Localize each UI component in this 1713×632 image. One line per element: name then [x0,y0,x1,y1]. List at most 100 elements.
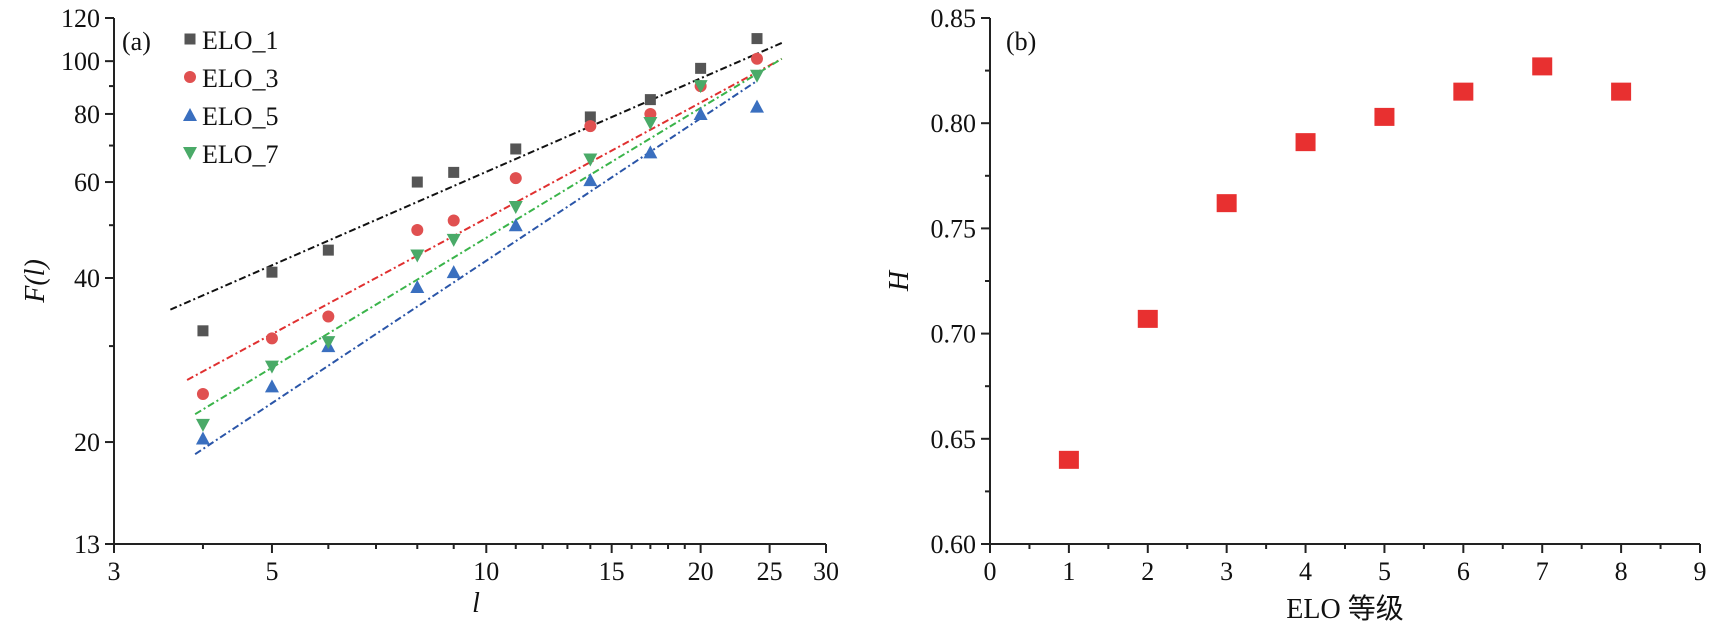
a-x-tick-label: 25 [757,557,783,586]
b-data-point [1058,450,1079,469]
a-data-point [265,332,278,345]
b-data-point [1611,82,1632,101]
b-x-axis-title: ELO 等级 [1286,593,1403,625]
a-data-point [197,325,209,337]
panel-a-log-log-plot: 3 5 10 15 20 25 30 13 20 40 60 80 100 120 l F(l) (a) ELO_… [20,4,839,619]
a-data-point [446,233,461,247]
a-data-point [411,223,424,236]
a-legend-label: ELO_3 [202,64,279,93]
b-panel-label: (b) [1006,27,1036,56]
b-y-axis-title-group: H [884,269,915,292]
b-data-point [1295,133,1316,152]
a-series-elo-3 [196,52,764,401]
a-data-point [695,62,707,74]
b-data-point [1216,194,1237,213]
a-y-axis-title-group: F(l) [20,259,51,304]
a-data-point [751,52,764,65]
a-data-point [195,418,210,432]
a-x-tick-label: 5 [265,557,278,586]
a-data-point [447,214,460,227]
b-data-point [1374,107,1395,126]
a-legend: ELO_1 ELO_3 ELO_5 ELO_7 [183,26,279,169]
b-y-tick-label: 0.60 [931,530,977,559]
a-data-point [411,176,423,188]
panel-b-hurst-exponent-plot: 0 1 2 3 4 5 6 7 8 9 0.60 0.65 0.70 0.75 0.80 0.85 ELO 等级… [884,4,1707,625]
a-data-point [508,218,523,232]
a-data-point [693,106,708,120]
b-x-tick-label: 8 [1615,557,1628,586]
a-x-tick-label: 3 [108,557,121,586]
a-series-elo-7 [195,69,765,432]
a-legend-label: ELO_1 [202,26,279,55]
a-y-tick-label: 100 [61,47,100,76]
a-x-axis-title: l [472,588,480,619]
b-y-tick-label: 0.65 [931,425,977,454]
a-panel-label: (a) [122,27,151,56]
a-data-point [643,145,658,159]
b-x-tick-label: 6 [1457,557,1470,586]
a-legend-marker [184,33,196,45]
b-x-tick-label: 3 [1220,557,1233,586]
b-x-tick-label: 0 [984,557,997,586]
a-y-tick-label: 120 [61,4,100,33]
a-legend-label: ELO_5 [202,102,279,131]
a-data-point [448,166,460,178]
a-data-point [322,310,335,323]
a-fit-line-elo-5 [194,80,758,456]
b-x-tick-label: 9 [1694,557,1707,586]
a-x-tick-label: 15 [599,557,625,586]
a-series-elo-5 [195,99,765,445]
a-y-axis-title: F(l) [20,259,51,304]
b-x-tick-label: 4 [1299,557,1312,586]
b-y-tick-label: 0.70 [931,320,977,349]
a-y-tick-label: 60 [74,168,100,197]
a-legend-marker [183,108,197,121]
a-data-point [643,117,658,131]
b-data-point [1137,309,1158,328]
b-y-tick-label: 0.75 [931,214,977,243]
a-x-tick-label: 10 [473,557,499,586]
a-series-elo-1 [197,33,763,337]
a-fit-line-elo-7 [194,57,783,416]
a-y-tick-label: 13 [74,530,100,559]
a-data-point [693,80,708,94]
a-data-point [751,33,763,45]
b-x-tick-label: 2 [1141,557,1154,586]
a-data-point [264,360,279,374]
b-y-tick-label: 0.80 [931,109,977,138]
a-data-point [750,69,765,83]
a-legend-marker [184,71,196,83]
a-y-tick-label: 20 [74,428,100,457]
b-y-axis-title: H [884,269,915,292]
a-data-point [508,200,523,214]
a-data-point [410,249,425,263]
a-data-point [750,99,765,113]
a-data-point [264,379,279,393]
a-data-point [446,265,461,279]
a-legend-marker [183,147,197,160]
b-series-h [1058,57,1632,469]
a-data-point [321,336,336,350]
a-fit-line-elo-1 [169,42,783,311]
a-data-point [195,431,210,445]
b-y-tick-label: 0.85 [931,4,977,33]
a-data-point [196,388,209,401]
a-legend-label: ELO_7 [202,140,279,169]
a-data-point [584,120,597,133]
a-data-point [644,94,656,106]
b-data-point [1453,82,1474,101]
a-data-point [410,280,425,294]
a-data-point [509,172,522,185]
a-x-tick-label: 30 [813,557,839,586]
a-data-point [510,143,522,155]
b-x-tick-label: 7 [1536,557,1549,586]
a-data-point [644,107,657,120]
a-data-point [583,173,598,187]
a-data-point [322,244,334,256]
a-x-tick-label: 20 [688,557,714,586]
b-data-point [1532,57,1553,76]
a-data-point [583,153,598,167]
a-y-tick-label: 40 [74,264,100,293]
a-y-tick-label: 80 [74,100,100,129]
